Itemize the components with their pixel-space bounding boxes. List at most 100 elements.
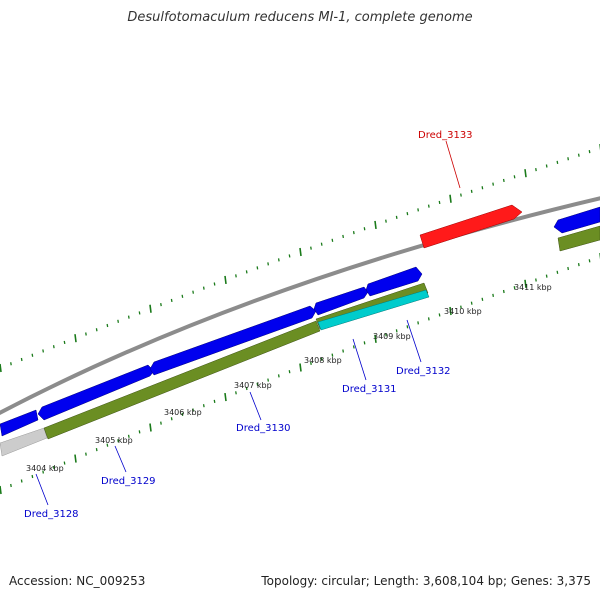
minor-tick	[245, 270, 248, 274]
minor-tick	[395, 329, 398, 333]
minor-tick	[42, 349, 44, 353]
minor-tick	[106, 443, 109, 447]
minor-tick	[170, 417, 173, 421]
minor-tick	[567, 266, 569, 271]
minor-tick	[95, 448, 98, 452]
major-tick	[224, 275, 227, 285]
gene-feature-dred-3132	[317, 289, 430, 331]
minor-tick	[31, 353, 34, 357]
gene-feature-forward	[313, 286, 369, 316]
major-tick	[0, 485, 2, 495]
minor-tick	[42, 470, 44, 474]
minor-tick	[320, 357, 323, 361]
minor-tick	[577, 263, 580, 267]
minor-tick	[352, 230, 355, 235]
minor-tick	[513, 286, 516, 290]
minor-tick	[535, 278, 537, 282]
major-tick	[149, 304, 152, 313]
major-tick	[374, 334, 377, 343]
minor-tick	[513, 175, 516, 179]
minor-tick	[460, 305, 462, 309]
minor-tick	[481, 297, 484, 301]
gene-label-dred-3131: Dred_3131	[342, 384, 397, 395]
tick-label: 3405 kbp	[95, 436, 133, 445]
minor-tick	[470, 301, 473, 305]
minor-tick	[52, 465, 55, 470]
minor-tick	[192, 408, 194, 412]
major-tick	[524, 279, 527, 288]
gene-feature-forward	[149, 305, 317, 376]
minor-tick	[52, 345, 55, 349]
minor-tick	[267, 262, 269, 266]
minor-tick	[127, 434, 130, 438]
minor-tick	[213, 399, 216, 403]
minor-tick	[567, 157, 569, 161]
accession-text: Accession: NC_009253	[9, 574, 146, 588]
minor-tick	[352, 345, 355, 349]
minor-tick	[10, 362, 12, 366]
major-tick	[524, 169, 527, 178]
minor-tick	[277, 374, 280, 378]
genome-backbone	[0, 196, 600, 416]
minor-tick	[106, 323, 109, 328]
major-tick	[0, 363, 2, 373]
reverse-gene-track	[0, 225, 600, 457]
gene-labels: Dred_3128 Dred_3129 Dred_3130 Dred_3131 …	[24, 130, 473, 520]
gene-label-dred-3128: Dred_3128	[24, 509, 79, 520]
minor-tick	[235, 391, 237, 395]
minor-tick	[556, 270, 559, 274]
minor-tick	[267, 378, 269, 382]
minor-tick	[492, 293, 494, 298]
minor-tick	[31, 474, 34, 479]
minor-tick	[577, 153, 580, 157]
tick-label: 3406 kbp	[164, 408, 202, 417]
minor-tick	[331, 238, 334, 242]
leader-line	[35, 473, 49, 506]
major-tick	[149, 423, 152, 432]
gene-feature-reverse	[557, 225, 600, 252]
tick-label: 3404 kbp	[26, 464, 64, 473]
minor-tick	[235, 274, 237, 278]
minor-tick	[492, 182, 494, 186]
minor-tick	[310, 361, 312, 365]
minor-tick	[535, 167, 537, 172]
major-tick	[449, 306, 452, 316]
minor-tick	[342, 349, 344, 353]
minor-tick	[363, 227, 366, 231]
minor-tick	[385, 333, 387, 337]
forward-gene-track	[0, 206, 600, 437]
minor-tick	[20, 357, 23, 362]
minor-tick	[320, 242, 323, 246]
leader-line	[445, 140, 461, 189]
minor-tick	[95, 328, 98, 332]
minor-tick	[385, 219, 387, 223]
minor-tick	[427, 317, 430, 321]
minor-tick	[256, 382, 259, 386]
minor-tick	[427, 204, 430, 208]
inner-tick-dots	[0, 253, 600, 495]
minor-tick	[85, 332, 87, 336]
gene-label-dred-3130: Dred_3130	[236, 423, 291, 434]
tick-label: 3407 kbp	[234, 381, 272, 390]
major-tick	[299, 363, 302, 372]
minor-tick	[460, 193, 462, 197]
minor-tick	[192, 290, 194, 294]
minor-tick	[181, 412, 184, 416]
minor-tick	[245, 386, 248, 391]
major-tick	[449, 194, 452, 203]
minor-tick	[160, 421, 162, 425]
minor-tick	[202, 286, 205, 290]
minor-tick	[342, 234, 344, 239]
minor-tick	[417, 208, 419, 212]
minor-tick	[288, 370, 291, 374]
tick-label: 3409 kbp	[373, 332, 411, 341]
tick-label: 3408 kbp	[304, 356, 342, 365]
minor-tick	[63, 340, 66, 345]
minor-tick	[556, 160, 559, 164]
gene-feature-forward	[0, 409, 39, 437]
major-tick	[374, 220, 377, 230]
minor-tick	[213, 282, 216, 286]
minor-tick	[545, 274, 548, 278]
minor-tick	[588, 149, 591, 154]
